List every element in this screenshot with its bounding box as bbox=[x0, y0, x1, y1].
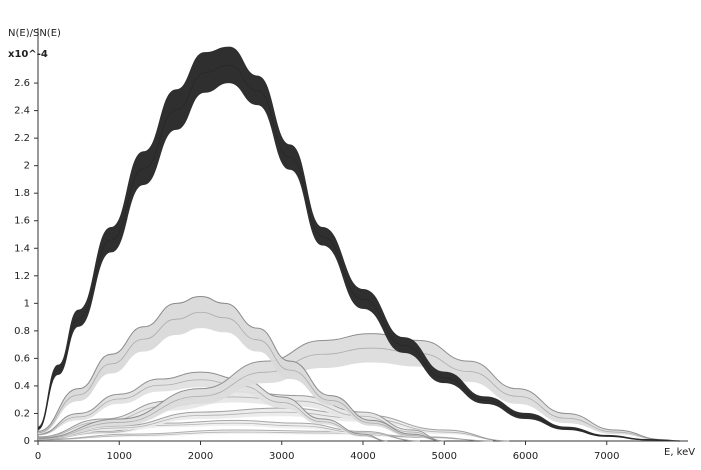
x-tick-label-5: 5000 bbox=[432, 451, 457, 462]
series-band-1 bbox=[38, 296, 445, 441]
y-tick-label-13: 2.6 bbox=[14, 78, 30, 89]
y-tick-label-9: 1.8 bbox=[14, 188, 30, 199]
y-tick-label-0: 0 bbox=[24, 436, 30, 447]
series-center-line-5 bbox=[37, 411, 510, 442]
series-line-1 bbox=[37, 295, 445, 442]
x-tick-label-3: 3000 bbox=[269, 451, 294, 462]
x-tick-label-0: 0 bbox=[35, 451, 41, 462]
y-axis-label: N(E)/SN(E) bbox=[8, 28, 61, 39]
y-tick-label-10: 2 bbox=[24, 161, 30, 172]
y-tick-label-5: 1 bbox=[24, 298, 30, 309]
series-group bbox=[37, 46, 680, 442]
series-line-0 bbox=[37, 46, 680, 442]
y-tick-label-11: 2.2 bbox=[14, 133, 30, 144]
x-tick-label-4: 4000 bbox=[350, 451, 375, 462]
series-center-line-1 bbox=[37, 311, 445, 442]
y-tick-label-1: 0.2 bbox=[14, 408, 30, 419]
y-tick-label-2: 0.4 bbox=[14, 381, 30, 392]
axes-group: 0 0.2 0.4 0.6 0.8 1 1.2 1.4 1.6 1.8 2 2.2 2.4 2.6 0 100… bbox=[14, 28, 688, 462]
series-band-5 bbox=[38, 407, 510, 441]
series-center-line-3 bbox=[37, 379, 388, 442]
x-axis-label: E, keV bbox=[664, 447, 696, 458]
series-line-6 bbox=[37, 419, 420, 442]
y-tick-label-3: 0.6 bbox=[14, 353, 30, 364]
x-tick-label-7: 7000 bbox=[594, 451, 619, 462]
y-tick-label-6: 1.2 bbox=[14, 271, 30, 282]
x-tick-label-6: 6000 bbox=[513, 451, 538, 462]
series-line-3 bbox=[37, 371, 388, 442]
y-tick-label-8: 1.6 bbox=[14, 216, 30, 227]
y-tick-label-12: 2.4 bbox=[14, 106, 30, 117]
series-center-line-0 bbox=[37, 64, 680, 442]
x-tick-label-2: 2000 bbox=[188, 451, 213, 462]
y-tick-label-4: 0.8 bbox=[14, 326, 30, 337]
x-tick-label-1: 1000 bbox=[107, 451, 132, 462]
series-line-5 bbox=[37, 407, 510, 442]
y-axis-scale-note: x10^-4 bbox=[8, 49, 48, 60]
y-tick-label-7: 1.4 bbox=[14, 243, 30, 254]
series-band-0 bbox=[38, 47, 680, 441]
series-center-line-6 bbox=[37, 422, 420, 442]
